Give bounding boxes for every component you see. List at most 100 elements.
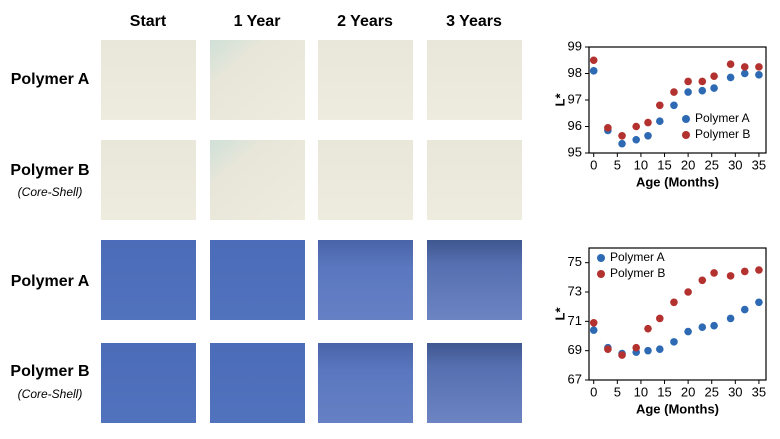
x-tick-label: 5	[614, 384, 621, 399]
point	[670, 88, 678, 96]
row-label: Polymer A	[11, 71, 90, 88]
y-tick-label: 95	[568, 144, 582, 159]
point	[632, 122, 640, 131]
point	[684, 288, 692, 296]
point	[670, 338, 678, 346]
x-tick-label: 20	[681, 157, 695, 172]
sample-image	[210, 140, 305, 220]
point	[618, 139, 626, 148]
x-tick-label: 0	[590, 157, 597, 172]
point	[726, 60, 735, 69]
point	[710, 269, 718, 277]
x-tick-label: 10	[634, 157, 648, 172]
x-tick-label: 15	[657, 157, 671, 172]
y-tick-label: 67	[568, 371, 582, 386]
sample-image	[427, 40, 522, 120]
x-tick-label: 30	[728, 384, 742, 399]
row-label: Polymer B	[10, 363, 89, 380]
row-sublabel: (Core-Shell)	[18, 387, 83, 401]
point	[698, 323, 707, 332]
y-tick-label: 71	[568, 313, 582, 328]
point	[589, 56, 598, 65]
point	[604, 345, 612, 354]
point	[740, 267, 749, 276]
point	[644, 131, 652, 140]
y-axis-label: L*	[552, 93, 567, 107]
sample-image	[101, 40, 196, 120]
y-tick-label: 96	[568, 118, 582, 133]
legend-label: Polymer A	[695, 111, 750, 125]
sample-image	[427, 240, 522, 320]
point	[726, 73, 735, 82]
plot-frame	[588, 247, 767, 381]
point	[740, 63, 749, 71]
point	[670, 101, 678, 110]
column-header: Start	[130, 13, 167, 30]
x-tick-label: 35	[752, 384, 766, 399]
point	[632, 343, 640, 352]
point	[726, 314, 735, 323]
legend-label: Polymer A	[610, 250, 665, 264]
point	[644, 118, 652, 127]
legend-label: Polymer B	[610, 266, 665, 280]
point	[670, 298, 678, 307]
point	[618, 131, 626, 140]
sample-image	[101, 140, 196, 220]
point	[755, 63, 763, 71]
point	[698, 86, 707, 95]
point	[644, 324, 652, 333]
y-tick-label: 99	[568, 38, 582, 53]
row-sublabel: (Core-Shell)	[18, 185, 83, 199]
point	[755, 266, 763, 274]
legend-marker	[597, 270, 605, 278]
y-tick-label: 97	[568, 91, 582, 106]
point	[698, 276, 707, 285]
point	[755, 298, 763, 307]
sample-image	[210, 343, 305, 423]
charts: 95 96 97 98 99 0 5 10 15 20 25 30 35 Age (Months) L* Po…	[552, 38, 767, 416]
point	[740, 305, 749, 314]
x-tick-label: 0	[590, 384, 597, 399]
sample-image	[427, 343, 522, 423]
column-header: 1 Year	[234, 13, 281, 30]
sample-images	[101, 40, 522, 423]
x-axis-label: Age (Months)	[636, 174, 719, 189]
point	[684, 77, 692, 86]
point	[589, 67, 598, 75]
point	[589, 326, 598, 334]
x-tick-label: 5	[614, 157, 621, 172]
point	[710, 321, 718, 330]
x-tick-label: 25	[704, 384, 718, 399]
sample-image	[101, 240, 196, 320]
x-tick-label: 15	[657, 384, 671, 399]
point	[656, 117, 664, 125]
x-tick-label: 35	[752, 157, 766, 172]
sample-image	[101, 343, 196, 423]
x-tick-label: 10	[634, 384, 648, 399]
legend-marker	[682, 115, 690, 123]
legend-label: Polymer B	[695, 127, 750, 141]
x-tick-label: 30	[728, 157, 742, 172]
sample-image	[427, 140, 522, 220]
sample-image	[210, 240, 305, 320]
point	[589, 319, 598, 327]
row-label: Polymer A	[11, 273, 90, 290]
sample-image	[318, 343, 413, 423]
point	[644, 346, 652, 355]
point	[656, 345, 664, 354]
y-tick-label: 75	[568, 254, 582, 269]
x-tick-label: 20	[681, 384, 695, 399]
sample-image	[318, 240, 413, 320]
row-label: Polymer B	[10, 162, 89, 179]
point	[740, 69, 749, 78]
point	[684, 88, 692, 96]
point	[698, 77, 707, 86]
sample-image	[210, 40, 305, 120]
point	[710, 72, 718, 80]
sample-image	[318, 40, 413, 120]
point	[755, 71, 763, 79]
point	[710, 84, 718, 92]
y-tick-label: 98	[568, 65, 582, 80]
y-axis-label: L*	[552, 307, 567, 321]
